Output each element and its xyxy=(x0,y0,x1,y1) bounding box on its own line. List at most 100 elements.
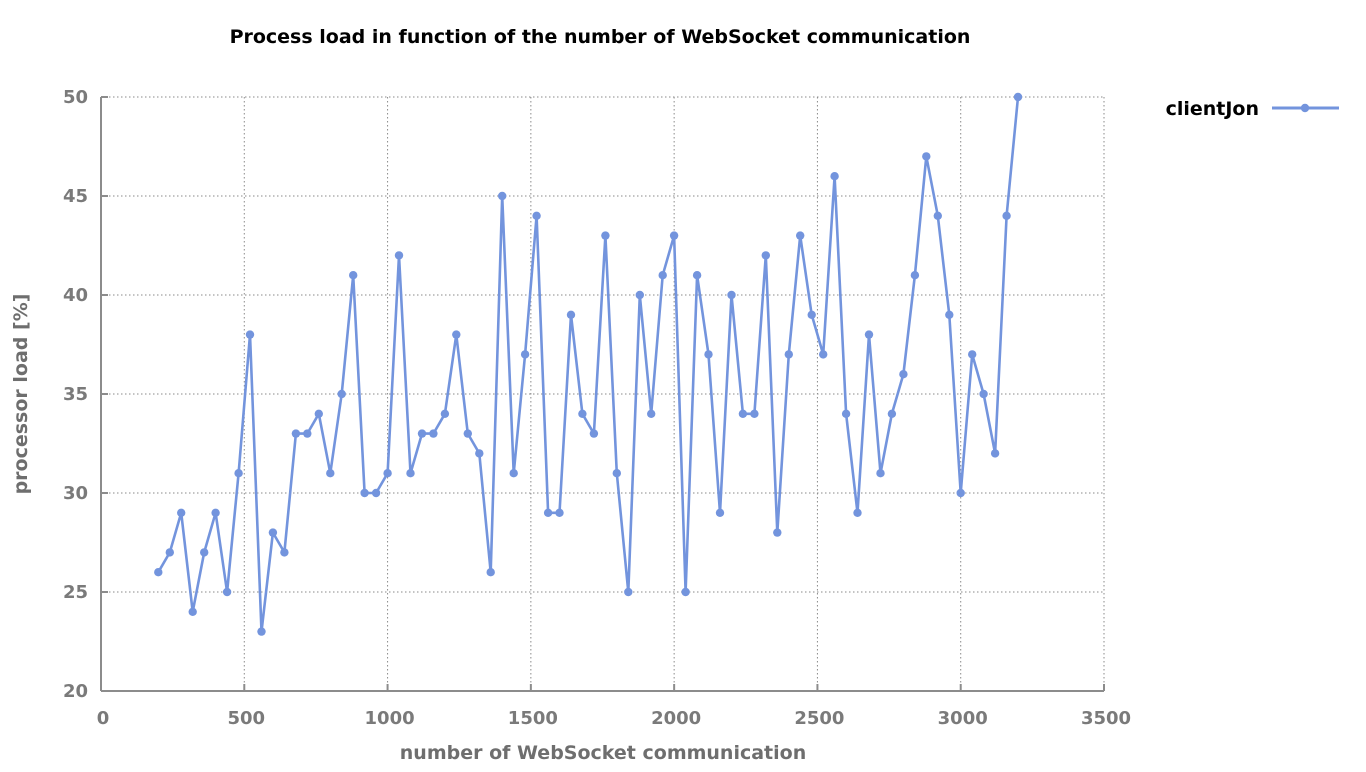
data-point xyxy=(475,449,484,458)
data-point xyxy=(578,409,587,418)
data-point xyxy=(635,290,644,300)
data-point xyxy=(727,290,736,300)
data-point xyxy=(245,330,255,339)
series-layer xyxy=(154,92,1023,636)
data-point xyxy=(853,508,862,517)
y-tick-label: 30 xyxy=(63,483,88,504)
data-point xyxy=(658,271,667,280)
data-point xyxy=(796,231,805,240)
data-point xyxy=(738,409,748,418)
data-point xyxy=(899,370,908,379)
data-point xyxy=(222,587,232,597)
data-point xyxy=(589,429,599,438)
data-point xyxy=(394,251,404,260)
y-tick-label: 50 xyxy=(63,87,88,108)
data-point xyxy=(303,429,312,438)
data-point xyxy=(750,409,759,418)
data-point xyxy=(968,350,977,359)
data-point xyxy=(349,271,358,280)
legend: clientJon xyxy=(1166,98,1339,120)
data-point xyxy=(887,409,897,418)
data-point xyxy=(761,251,770,260)
legend-marker-clientJon xyxy=(1300,103,1310,113)
data-point xyxy=(864,330,874,339)
data-point xyxy=(211,508,220,517)
data-point xyxy=(647,409,656,418)
axes xyxy=(100,96,1105,692)
data-point xyxy=(234,469,243,478)
data-point xyxy=(314,409,323,418)
y-tick-label: 20 xyxy=(63,681,88,702)
data-point xyxy=(956,488,965,498)
data-point xyxy=(715,508,725,517)
series-line-clientJon xyxy=(157,96,1020,633)
data-point xyxy=(463,429,472,438)
y-tick-label: 25 xyxy=(63,582,88,603)
data-point xyxy=(371,488,381,498)
data-point xyxy=(704,350,713,359)
data-point xyxy=(543,508,553,517)
data-point xyxy=(417,429,427,438)
data-point xyxy=(383,469,392,478)
x-tick-label: 500 xyxy=(227,708,265,729)
data-point xyxy=(177,508,186,517)
data-point xyxy=(692,271,702,280)
tick-labels: 0 500 1000 1500 2000 2500 3000 3500 20 25 30 35 40 45… xyxy=(63,87,1131,729)
data-point xyxy=(681,587,690,597)
data-point xyxy=(291,429,301,438)
data-point xyxy=(429,429,438,438)
y-tick-label: 40 xyxy=(63,285,88,306)
data-point xyxy=(876,469,885,478)
data-point xyxy=(807,310,816,319)
data-point xyxy=(555,508,564,517)
x-tick-label: 1000 xyxy=(365,708,415,729)
data-point xyxy=(337,389,346,399)
data-point xyxy=(268,528,278,537)
chart-title: Process load in function of the number o… xyxy=(230,26,971,48)
data-point xyxy=(945,310,954,319)
x-tick-label: 3000 xyxy=(938,708,988,729)
x-tick-label: 3500 xyxy=(1081,708,1131,729)
data-point xyxy=(440,409,450,418)
data-point xyxy=(452,330,461,339)
data-point xyxy=(841,409,851,418)
data-point xyxy=(1013,92,1023,102)
data-point xyxy=(165,548,174,557)
data-point xyxy=(566,310,576,319)
data-point xyxy=(509,469,518,478)
data-point xyxy=(830,172,839,181)
data-point xyxy=(406,469,415,478)
data-point xyxy=(257,627,266,636)
data-point xyxy=(922,152,931,161)
data-point xyxy=(784,350,793,359)
y-axis-label: processor load [%] xyxy=(10,294,32,495)
data-point xyxy=(819,350,828,359)
x-tick-label: 2500 xyxy=(794,708,844,729)
legend-label-clientJon: clientJon xyxy=(1166,98,1259,120)
data-point xyxy=(520,350,530,359)
data-point xyxy=(200,548,209,557)
data-point xyxy=(601,231,610,240)
data-point xyxy=(498,191,507,201)
x-tick-label: 2000 xyxy=(651,708,701,729)
y-tick-label: 45 xyxy=(63,186,88,207)
data-point xyxy=(532,211,541,220)
data-point xyxy=(624,587,633,597)
data-point xyxy=(910,271,920,280)
y-tick-label: 35 xyxy=(63,384,88,405)
data-point xyxy=(773,528,782,537)
data-point xyxy=(612,469,621,478)
data-point xyxy=(669,231,679,240)
data-point xyxy=(990,449,1000,458)
data-point xyxy=(154,568,163,577)
x-tick-label: 0 xyxy=(97,708,110,729)
data-point xyxy=(933,211,942,220)
data-point xyxy=(360,488,369,498)
x-tick-label: 1500 xyxy=(508,708,558,729)
data-point xyxy=(326,469,335,478)
x-axis-label: number of WebSocket communication xyxy=(400,742,806,764)
data-point xyxy=(1002,211,1011,220)
data-point xyxy=(979,389,988,399)
data-point xyxy=(188,607,197,616)
